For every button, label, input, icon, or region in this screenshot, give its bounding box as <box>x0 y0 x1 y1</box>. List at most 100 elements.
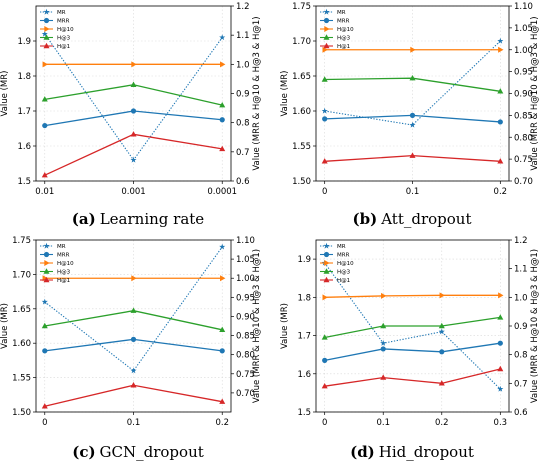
data-point-mrr <box>497 119 503 125</box>
data-point-h1 <box>219 145 226 152</box>
legend-marker-h10 <box>324 260 330 266</box>
y-tick-label: 1.70 <box>292 37 311 47</box>
y-tick-label: 1.70 <box>12 270 31 280</box>
data-point-h3 <box>409 74 416 81</box>
data-point-mrr <box>409 112 416 118</box>
legend-label-h10: H@10 <box>57 261 74 267</box>
y-right-tick-label: 1.00 <box>236 274 255 284</box>
data-point-h10 <box>439 292 445 299</box>
data-point-h3 <box>41 322 48 329</box>
plot-c: 0 0.1 0.2 1.50 1.55 1.60 1.65 1.70 1.75 0.70 0.75 0… <box>0 236 262 428</box>
caption-b-text: Att_dropout <box>380 210 471 228</box>
data-point-h1 <box>41 403 48 409</box>
y-right-tick-label: 0.85 <box>514 111 533 121</box>
y-right-tick-label: 0.6 <box>514 408 528 418</box>
series-line-mr <box>324 262 501 390</box>
data-point-h3 <box>497 88 504 94</box>
data-point-h3 <box>130 81 137 87</box>
y-tick-label: 1.6 <box>17 142 31 152</box>
legend-marker-mrr <box>43 251 50 258</box>
data-point-mrr <box>380 346 386 352</box>
series-line-mr <box>324 40 501 126</box>
y-axis-label: Value (MR) <box>280 71 290 117</box>
legend-label-mr: MR <box>337 244 346 250</box>
data-point-h10 <box>498 46 504 53</box>
data-point-h3 <box>321 334 328 340</box>
x-tick-label: 0.01 <box>35 187 54 197</box>
data-point-h1 <box>321 158 328 164</box>
y-right-tick-label: 1.00 <box>514 46 533 56</box>
data-point-h10 <box>42 61 48 68</box>
y-tick-label: 1.75 <box>292 2 311 12</box>
data-point-mrr <box>219 348 225 354</box>
y-axis-label: Value (MR) <box>0 71 10 117</box>
data-point-h10 <box>410 46 416 53</box>
data-point-h10 <box>381 292 387 299</box>
legend-marker-mrr <box>43 17 50 24</box>
caption-b-label: (b) <box>353 210 378 228</box>
legend: MR MRR H@10 H@3 H@1 <box>40 8 74 50</box>
y-right-tick-label: 1.2 <box>236 2 250 12</box>
series-line-mrr <box>324 342 501 362</box>
y-right-tick-label: 1.1 <box>514 265 528 275</box>
data-point-h1 <box>219 398 226 404</box>
plot-b: 0 0.1 0.2 1.50 1.55 1.60 1.65 1.70 1.75 0.70 0.75 0… <box>280 2 540 197</box>
caption-a: (a) Learning rate <box>72 210 205 228</box>
legend-label-h1: H@1 <box>337 44 350 50</box>
data-point-h10 <box>220 275 226 282</box>
y-right-tick-label: 0.9 <box>236 90 250 100</box>
legend-marker-h1 <box>43 276 50 283</box>
y-tick-label: 1.9 <box>17 37 31 47</box>
caption-b: (b) Att_dropout <box>353 210 472 228</box>
y-right-tick-label: 1.1 <box>236 31 250 41</box>
legend-marker-h1 <box>323 42 330 49</box>
legend-marker-h1 <box>43 42 50 49</box>
data-point-h3 <box>321 76 328 82</box>
legend-label-h3: H@3 <box>57 36 71 42</box>
data-point-mr <box>41 298 48 305</box>
y-right-tick-label: 0.6 <box>236 177 250 187</box>
y-tick-label: 1.50 <box>12 408 31 418</box>
data-point-h1 <box>41 171 48 178</box>
data-point-mr <box>497 37 504 44</box>
y-tick-label: 1.60 <box>12 339 31 349</box>
caption-d-label: (d) <box>350 443 375 461</box>
data-point-mrr <box>497 340 503 346</box>
data-point-h3 <box>380 322 387 329</box>
y-right-tick-label: 0.70 <box>514 177 533 187</box>
y-right-tick-label: 0.85 <box>236 332 255 342</box>
data-point-mr <box>438 328 445 335</box>
data-point-h10 <box>131 275 137 282</box>
data-point-h3 <box>219 326 226 333</box>
y-right-tick-label: 0.95 <box>514 68 533 78</box>
subplot-a: 0.01 0.001 0.0001 1.5 1.6 1.7 1.8 1.9 0.6 0.7 0.8 0… <box>0 2 262 228</box>
legend-label-h10: H@10 <box>337 261 354 267</box>
legend-label-mrr: MRR <box>57 19 70 25</box>
y-tick-label: 1.7 <box>17 107 31 117</box>
x-tick-label: 0 <box>322 187 327 197</box>
plot-a: 0.01 0.001 0.0001 1.5 1.6 1.7 1.8 1.9 0.6 0.7 0.8 0… <box>0 2 262 197</box>
data-point-h1 <box>438 380 445 386</box>
y-right-axis-label: Value (MRR & H@10 & H@3 & H@1) <box>530 249 540 403</box>
x-tick-label: 0.1 <box>406 187 420 197</box>
legend-label-mrr: MRR <box>337 253 350 259</box>
y-tick-label: 1.55 <box>12 374 31 384</box>
caption-c: (c) GCN_dropout <box>72 443 204 461</box>
data-point-mrr <box>42 122 48 129</box>
y-right-tick-label: 0.70 <box>236 389 255 399</box>
y-right-tick-label: 1.05 <box>236 255 255 265</box>
data-point-h3 <box>41 96 48 102</box>
legend: MR MRR H@10 H@3 H@1 <box>40 242 74 284</box>
legend-label-mrr: MRR <box>337 19 350 25</box>
subplot-d: 0 0.1 0.2 0.3 1.5 1.6 1.7 1.8 1.9 0.6 0.7 0.8 0.9 1.0… <box>280 236 540 461</box>
y-tick-label: 1.75 <box>12 236 31 246</box>
legend-marker-mr <box>43 8 50 15</box>
y-right-tick-label: 0.80 <box>514 133 533 143</box>
x-tick-label: 0.2 <box>215 418 229 428</box>
legend-marker-h10 <box>44 26 50 32</box>
data-point-mrr <box>439 349 445 355</box>
caption-c-label: (c) <box>72 443 95 461</box>
data-point-mrr <box>322 357 328 363</box>
series-line-h1 <box>324 368 501 387</box>
data-point-h1 <box>130 131 137 137</box>
